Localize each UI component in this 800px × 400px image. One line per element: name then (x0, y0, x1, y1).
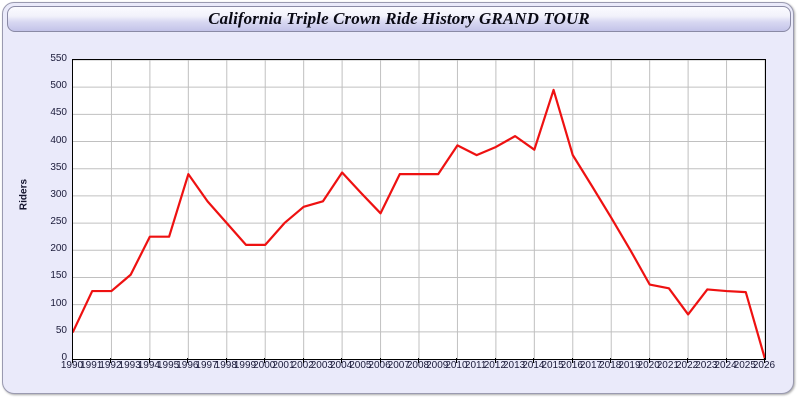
x-tick-label: 2023 (695, 360, 718, 371)
x-tick-label: 1996 (176, 360, 199, 371)
x-tick-label: 2019 (618, 360, 641, 371)
x-tick-label: 1998 (214, 360, 237, 371)
x-tick-mark (72, 358, 73, 363)
x-tick-label: 1990 (60, 360, 84, 371)
x-tick-label: 2018 (599, 360, 622, 371)
x-tick-label: 2003 (310, 360, 333, 371)
x-tick-mark (648, 358, 650, 363)
x-tick-label: 2021 (656, 360, 679, 371)
x-tick-label: 2008 (406, 360, 430, 371)
x-tick-label: 2010 (445, 360, 468, 371)
y-tick-label: 350 (50, 161, 67, 173)
y-tick-label: 150 (50, 270, 67, 282)
x-tick-label: 2007 (387, 360, 410, 371)
x-tick-label: 2024 (714, 360, 737, 371)
x-tick-mark (187, 358, 189, 363)
x-tick-label: 1992 (99, 360, 122, 371)
x-tick-mark (148, 358, 150, 363)
x-tick-mark (687, 358, 689, 363)
y-tick-label: 450 (50, 107, 67, 119)
x-tick-mark (571, 358, 573, 363)
x-tick-label: 2002 (291, 360, 314, 371)
x-tick-mark (533, 358, 535, 363)
x-tick-mark (341, 358, 343, 363)
x-tick-label: 1999 (233, 360, 257, 371)
x-tick-label: 1993 (118, 360, 141, 371)
x-tick-label: 2015 (541, 360, 564, 371)
x-tick-label: 2016 (560, 360, 583, 371)
x-axis-tick-labels: 1990 1991 1992 1993 1994 1995 1996 1997 1998 1999… (3, 358, 793, 376)
y-axis-tick-labels: 0 50 100 150 200 250 300 350 400 450 500 550 (27, 3, 96, 393)
x-tick-label: 2014 (522, 360, 545, 371)
x-tick-label: 2001 (272, 360, 295, 371)
x-tick-label: 1995 (156, 360, 180, 371)
x-tick-mark (764, 358, 765, 363)
y-tick-label: 200 (50, 243, 67, 255)
x-tick-label: 2000 (253, 360, 276, 371)
gridlines (73, 60, 765, 359)
chart-window: California Triple Crown Ride History GRA… (2, 2, 794, 394)
line-chart-svg (73, 60, 765, 359)
title-bar: California Triple Crown Ride History GRA… (7, 6, 791, 32)
x-tick-mark (302, 358, 304, 363)
x-tick-mark (725, 358, 727, 363)
y-tick-label: 250 (50, 216, 67, 228)
y-tick-label: 50 (55, 324, 67, 336)
x-tick-label: 2005 (349, 360, 372, 371)
x-tick-label: 2020 (637, 360, 660, 371)
x-tick-label: 2017 (579, 360, 603, 371)
x-tick-label: 1994 (137, 360, 160, 371)
y-tick-label: 400 (50, 134, 67, 146)
x-tick-mark (418, 358, 419, 363)
x-tick-label: 1991 (80, 360, 103, 371)
x-tick-mark (456, 358, 458, 363)
y-tick-label: 550 (50, 53, 67, 64)
x-tick-mark (264, 358, 266, 363)
x-tick-label: 2013 (502, 360, 526, 371)
x-tick-mark (610, 358, 612, 363)
riders-line-series (73, 88, 765, 359)
y-tick-label: 0 (61, 352, 67, 363)
chart-title: California Triple Crown Ride History GRA… (208, 9, 590, 28)
x-tick-mark (379, 358, 381, 363)
y-tick-label: 500 (50, 80, 67, 92)
x-tick-label: 1997 (195, 360, 218, 371)
x-tick-label: 2026 (752, 360, 776, 371)
x-tick-mark (110, 358, 112, 363)
y-tick-label: 300 (50, 188, 67, 200)
y-tick-label: 100 (50, 297, 67, 309)
x-tick-label: 2009 (426, 360, 449, 371)
x-tick-label: 2011 (464, 360, 487, 371)
plot-area (72, 59, 766, 360)
x-tick-mark (494, 358, 496, 363)
x-tick-label: 2006 (368, 360, 391, 371)
x-tick-mark (225, 358, 227, 363)
x-tick-label: 2025 (733, 360, 756, 371)
x-tick-label: 2012 (483, 360, 506, 371)
x-tick-label: 2004 (329, 360, 353, 371)
x-tick-label: 2022 (675, 360, 699, 371)
